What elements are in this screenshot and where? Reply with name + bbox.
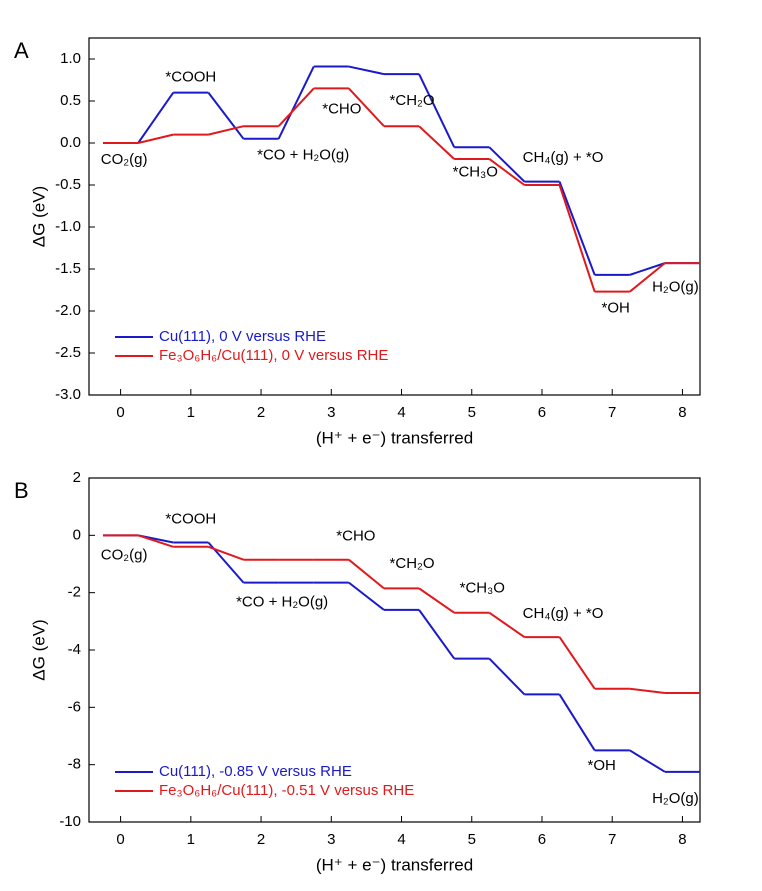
x-tick-label: 6	[538, 404, 546, 421]
x-tick-label: 5	[468, 831, 476, 848]
step-connector	[629, 749, 666, 773]
x-tick-label: 8	[678, 831, 686, 848]
x-tick-label: 1	[187, 404, 195, 421]
step-connector	[558, 636, 596, 690]
y-tick-label: -1.5	[55, 260, 81, 277]
y-tick-label: -2.0	[55, 302, 81, 319]
step-connector	[488, 657, 526, 696]
x-tick-label: 7	[608, 404, 616, 421]
step-connector	[418, 73, 456, 148]
y-tick-label: -2	[68, 584, 81, 601]
x-tick-label: 1	[187, 831, 195, 848]
step-connector	[208, 125, 244, 136]
step-connector	[629, 262, 666, 293]
y-tick-label: 1.0	[60, 50, 81, 67]
x-tick-label: 0	[116, 404, 124, 421]
x-axis-title: (H⁺ + e⁻) transferred	[316, 855, 473, 874]
step-connector	[277, 87, 315, 127]
step-connector	[418, 125, 455, 160]
y-tick-label: 0.5	[60, 92, 81, 109]
x-tick-label: 6	[538, 831, 546, 848]
legend-label: Fe₃O₆H₆/Cu(111), 0 V versus RHE	[159, 347, 388, 364]
step-connector	[488, 158, 526, 186]
state-label: *CO + H₂O(g)	[257, 147, 349, 164]
y-tick-label: -0.5	[55, 176, 81, 193]
y-tick-label: -8	[68, 756, 81, 773]
state-label: *OH	[602, 299, 630, 316]
x-tick-label: 3	[327, 831, 335, 848]
y-axis-title: ΔG (eV)	[29, 186, 48, 247]
step-connector	[418, 587, 455, 614]
state-label: *CH₃O	[453, 163, 498, 180]
state-label: H₂O(g)	[652, 278, 699, 295]
y-tick-label: -4	[68, 641, 81, 658]
state-label: CH₄(g) + *O	[523, 149, 604, 166]
x-tick-label: 2	[257, 831, 265, 848]
step-connector	[488, 611, 525, 638]
step-connector	[137, 133, 174, 144]
y-tick-label: -2.5	[55, 344, 81, 361]
y-axis-title: ΔG (eV)	[29, 619, 48, 680]
state-label: CH₄(g) + *O	[523, 605, 604, 622]
step-connector	[348, 87, 385, 127]
state-label: *COOH	[165, 68, 216, 85]
state-label: CO₂(g)	[101, 151, 148, 168]
legend-label: Fe₃O₆H₆/Cu(111), -0.51 V versus RHE	[159, 782, 414, 799]
step-connector	[558, 693, 596, 751]
x-tick-label: 8	[678, 404, 686, 421]
x-tick-label: 4	[397, 831, 405, 848]
state-label: H₂O(g)	[652, 790, 699, 807]
state-label: *CH₃O	[460, 579, 505, 596]
step-connector	[558, 181, 596, 276]
state-label: *CO + H₂O(g)	[236, 594, 328, 611]
x-tick-label: 0	[116, 831, 124, 848]
step-connector	[208, 545, 244, 561]
y-tick-label: -1.0	[55, 218, 81, 235]
x-axis-title: (H⁺ + e⁻) transferred	[316, 428, 473, 447]
y-tick-label: -3.0	[55, 386, 81, 403]
x-tick-label: 3	[327, 404, 335, 421]
step-connector	[488, 146, 526, 183]
step-connector	[629, 687, 666, 694]
plot-frame	[88, 37, 701, 396]
state-label: *COOH	[165, 511, 216, 528]
panel-label: A	[14, 38, 29, 63]
y-tick-label: -10	[59, 813, 81, 830]
step-connector	[418, 609, 456, 660]
x-tick-label: 2	[257, 404, 265, 421]
panel-label: B	[14, 478, 29, 503]
step-connector	[629, 262, 666, 276]
legend-label: Cu(111), 0 V versus RHE	[159, 328, 326, 345]
state-label: *CHO	[322, 100, 361, 117]
y-tick-label: 0.0	[60, 134, 81, 151]
x-tick-label: 5	[468, 404, 476, 421]
step-connector	[277, 66, 315, 140]
step-connector	[558, 184, 596, 292]
step-connector	[348, 558, 385, 590]
y-tick-label: -6	[68, 698, 81, 715]
state-label: *CH₂O	[390, 555, 435, 572]
x-tick-label: 7	[608, 831, 616, 848]
step-connector	[137, 534, 174, 548]
state-label: CO₂(g)	[101, 546, 148, 563]
y-tick-label: 0	[73, 526, 81, 543]
x-tick-label: 4	[397, 404, 405, 421]
legend-label: Cu(111), -0.85 V versus RHE	[159, 763, 352, 780]
state-label: *CHO	[336, 528, 375, 545]
y-tick-label: 2	[73, 469, 81, 486]
step-connector	[348, 65, 385, 76]
step-connector	[348, 581, 385, 611]
step-connector	[137, 92, 175, 144]
state-label: *CH₂O	[390, 92, 435, 109]
state-label: *OH	[588, 757, 616, 774]
step-connector	[207, 91, 245, 140]
